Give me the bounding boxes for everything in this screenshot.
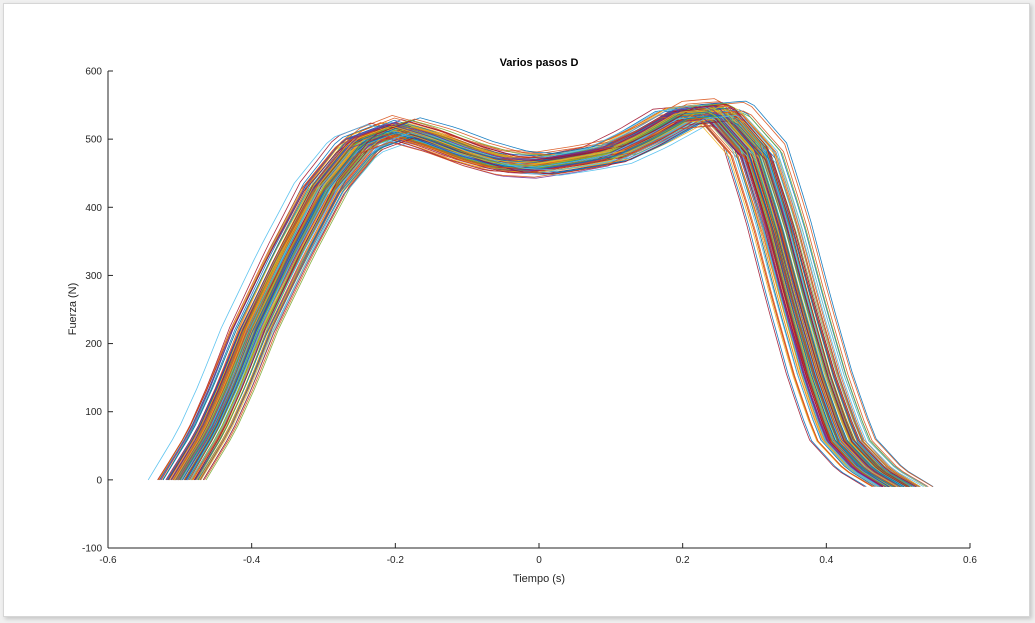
series-line [190,114,924,488]
series-line [172,125,896,488]
series-line [174,108,898,488]
x-ticks: -0.6 -0.4 -0.2 0 0.2 0.4 0.6 [99,543,977,566]
y-tick-label: 100 [85,407,102,418]
series-line [174,98,900,488]
series-line [176,115,909,488]
y-tick-label: 600 [85,67,102,78]
y-tick-label: 300 [85,271,102,282]
x-tick-label: 0.4 [819,555,833,566]
series-line [179,114,905,488]
x-tick-label: -0.6 [99,555,117,566]
x-tick-label: -0.2 [387,555,405,566]
y-ticks: -100 0 100 200 300 400 500 600 [82,67,113,555]
y-tick-label: 200 [85,339,102,350]
x-tick-label: 0.2 [676,555,690,566]
y-tick-label: -100 [82,544,102,555]
y-tick-label: 0 [96,475,102,486]
series-line [169,110,891,488]
x-tick-label: 0 [536,555,542,566]
chart-title: Varios pasos D [500,57,579,69]
series-line [194,103,910,488]
series-line [157,114,875,488]
series-line [157,117,888,488]
figure-window: -0.6 -0.4 -0.2 0 0.2 0.4 0.6 -100 0 100 200 300 400… [3,3,1030,617]
plot-area-background [108,71,970,548]
y-tick-label: 400 [85,203,102,214]
line-chart: -0.6 -0.4 -0.2 0 0.2 0.4 0.6 -100 0 100 200 300 400… [67,57,977,585]
x-tick-label: -0.4 [243,555,261,566]
y-tick-label: 500 [85,135,102,146]
x-axis-label: Tiempo (s) [513,573,565,585]
y-axis-label: Fuerza (N) [67,283,79,336]
x-tick-label: 0.6 [963,555,977,566]
series-line [194,120,914,488]
series-line [199,100,934,488]
series-line [187,112,887,488]
series-layer [147,98,934,488]
